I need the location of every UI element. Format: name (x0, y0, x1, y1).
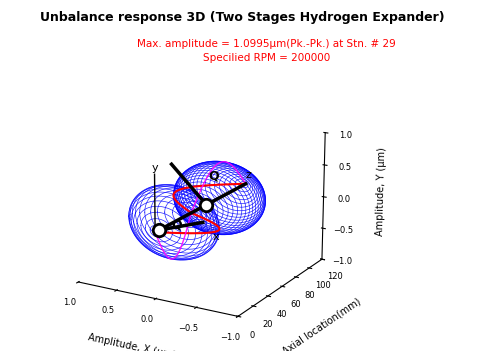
Text: Max. amplitude = 1.0995μm(Pk.-Pk.) at Stn. # 29: Max. amplitude = 1.0995μm(Pk.-Pk.) at St… (137, 39, 395, 49)
Y-axis label: Axial location(mm): Axial location(mm) (281, 296, 363, 351)
X-axis label: Amplitude, X (μm): Amplitude, X (μm) (87, 332, 176, 351)
Text: Specilied RPM = 200000: Specilied RPM = 200000 (203, 53, 330, 63)
Text: Unbalance response 3D (Two Stages Hydrogen Expander): Unbalance response 3D (Two Stages Hydrog… (40, 11, 444, 24)
